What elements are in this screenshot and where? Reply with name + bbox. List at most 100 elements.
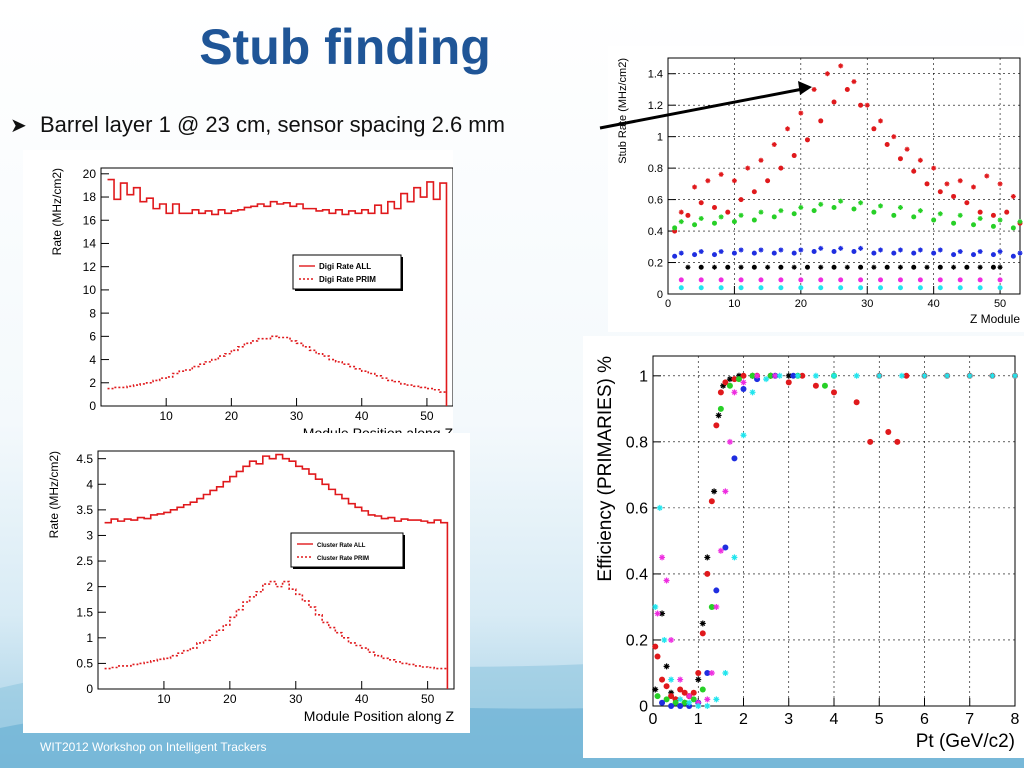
data-point-red: [844, 86, 850, 92]
data-point-blue: [891, 250, 897, 256]
data-point-blue: [871, 250, 877, 256]
data-point-red: [713, 422, 720, 429]
data-point-magenta: [818, 277, 824, 283]
data-point-green: [791, 211, 797, 217]
data-point-blue: [971, 252, 977, 258]
data-point-black: [663, 663, 670, 670]
data-point-blue: [704, 669, 711, 676]
legend-label: Cluster Rate ALL: [317, 543, 366, 549]
data-point-blue: [838, 245, 844, 251]
data-point-cyan: [704, 703, 711, 709]
data-point-blue: [818, 245, 824, 251]
x-axis-label: Pt (GeV/c2): [916, 731, 1015, 752]
x-tick-label: 0: [665, 298, 671, 310]
data-point-magenta: [695, 699, 702, 706]
data-point-green: [681, 699, 688, 706]
y-tick-label: 0.6: [626, 500, 648, 517]
data-point-magenta: [708, 669, 715, 676]
data-point-cyan: [818, 285, 824, 291]
y-tick-label: 0.6: [648, 194, 663, 206]
data-point-green: [663, 696, 670, 703]
data-point-cyan: [898, 372, 905, 379]
data-point-green: [758, 209, 764, 215]
y-tick-label: 4: [86, 477, 93, 491]
data-point-cyan: [989, 372, 996, 379]
data-point-black: [804, 264, 810, 270]
x-tick-label: 10: [728, 298, 740, 310]
data-point-red: [704, 570, 711, 577]
y-tick-label: 0.4: [626, 567, 648, 584]
y-tick-label: 8: [89, 306, 96, 320]
data-point-green: [654, 693, 661, 700]
x-tick-label: 40: [355, 692, 369, 706]
data-point-cyan: [749, 389, 756, 396]
data-point-black: [997, 264, 1003, 270]
data-point-blue: [851, 249, 857, 255]
data-point-magenta: [677, 676, 684, 683]
data-point-green: [977, 215, 983, 221]
data-point-black: [704, 554, 711, 561]
cluster-rate-chart: 10 20 30 40 50 0 0.5 1 1.5 2 2.5 3 3.5 4 4.5 Module Pos…: [47, 450, 455, 724]
data-point-cyan: [738, 285, 744, 291]
legend-label: Digi Rate ALL: [319, 262, 371, 271]
data-point-red: [740, 372, 747, 379]
y-tick-label: 3: [86, 529, 93, 543]
data-point-red: [838, 63, 844, 69]
data-point-blue: [722, 544, 729, 551]
data-point-blue: [713, 587, 720, 594]
x-axis-label: Module Position along Z: [304, 708, 455, 724]
hist-series-prim: [107, 335, 447, 393]
data-point-cyan: [921, 372, 928, 379]
data-point-green: [717, 405, 724, 412]
x-tick-label: 30: [861, 298, 873, 310]
data-point-red: [812, 382, 819, 389]
data-point-blue: [911, 250, 917, 256]
data-point-magenta: [838, 277, 844, 283]
x-tick-label: 3: [784, 711, 793, 728]
data-point-red: [663, 683, 670, 690]
x-axis-label: Z Module: [970, 312, 1020, 326]
data-point-magenta: [704, 696, 711, 703]
data-point-green: [690, 696, 697, 703]
data-point-red: [681, 689, 688, 696]
data-point-red: [851, 79, 857, 85]
data-point-green: [692, 222, 698, 228]
data-point-red: [718, 171, 724, 177]
data-point-red: [911, 168, 917, 174]
data-point-cyan: [652, 603, 659, 610]
data-point-blue: [858, 245, 864, 251]
data-point-black: [668, 689, 675, 696]
x-tick-label: 20: [225, 409, 239, 423]
data-point-red: [884, 142, 890, 148]
data-point-green: [858, 200, 864, 206]
data-point-magenta: [758, 277, 764, 283]
data-point-cyan: [944, 372, 951, 379]
data-point-black: [738, 264, 744, 270]
data-point-green: [937, 211, 943, 217]
stub-rate-panel: 0 10 20 30 40 50 0 0.2 0.4 0.6 0.8 1 1.2 1.4 Z Module S…: [608, 46, 1024, 332]
data-point-black: [778, 264, 784, 270]
data-point-black: [785, 372, 792, 379]
data-point-red: [659, 676, 666, 683]
y-tick-label: 0: [639, 699, 648, 716]
data-point-green: [738, 212, 744, 218]
data-point-blue: [878, 247, 884, 253]
data-point-green: [911, 214, 917, 220]
data-point-green: [971, 222, 977, 228]
data-point-green: [831, 204, 837, 210]
data-point-red: [924, 181, 930, 187]
data-point-cyan: [812, 372, 819, 379]
y-tick-label: 1.4: [648, 69, 663, 81]
data-point-green: [751, 217, 757, 223]
data-point-red: [705, 178, 711, 184]
data-point-black: [818, 264, 824, 270]
x-tick-label: 1: [694, 711, 703, 728]
y-axis-label: Efficiency (PRIMARIES) %: [595, 356, 616, 582]
data-point-black: [652, 686, 659, 693]
data-point-black: [831, 264, 837, 270]
data-point-red: [811, 86, 817, 92]
data-point-red: [738, 197, 744, 203]
data-point-red: [699, 630, 706, 637]
data-point-red: [652, 643, 659, 650]
